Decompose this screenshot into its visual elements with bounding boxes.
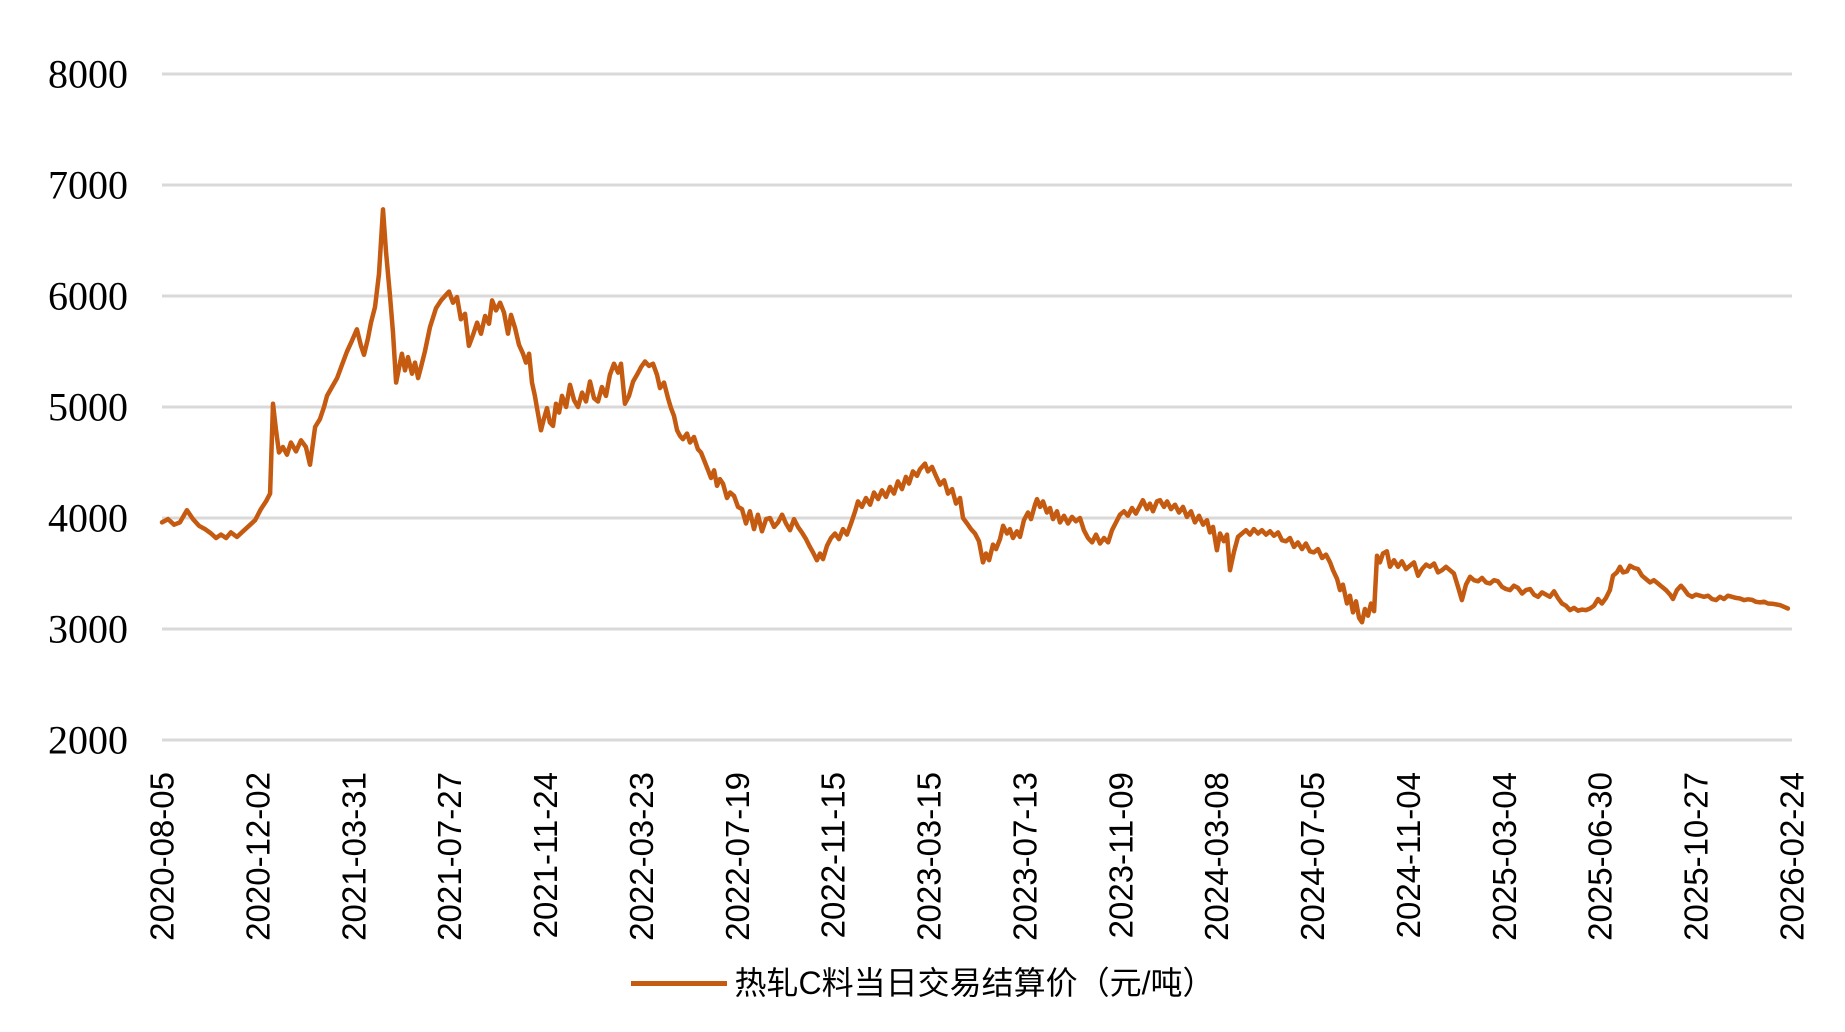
x-tick-label: 2023-07-13 xyxy=(1006,772,1043,941)
x-tick-label: 2020-12-02 xyxy=(239,772,276,941)
x-tick-label: 2025-03-04 xyxy=(1486,772,1523,941)
x-tick-label: 2023-11-09 xyxy=(1102,772,1139,938)
y-tick-label: 7000 xyxy=(48,163,128,208)
legend: 热轧C料当日交易结算价（元/吨） xyxy=(630,965,1215,1001)
x-tick-label: 2024-03-08 xyxy=(1198,772,1235,941)
y-tick-label: 5000 xyxy=(48,385,128,430)
y-tick-label: 6000 xyxy=(48,274,128,319)
x-tick-label: 2020-08-05 xyxy=(144,772,181,941)
x-tick-label: 2022-11-15 xyxy=(815,772,852,938)
gridlines xyxy=(162,72,1792,742)
x-axis-labels: 2020-08-05 2020-12-02 2021-03-31 2021-07-27… xyxy=(144,772,1811,941)
legend-label: 热轧C料当日交易结算价（元/吨） xyxy=(734,965,1215,1001)
x-tick-label: 2025-06-30 xyxy=(1582,772,1619,941)
y-tick-label: 8000 xyxy=(48,52,128,97)
x-tick-label: 2024-11-04 xyxy=(1390,772,1427,938)
y-tick-label: 2000 xyxy=(48,718,128,763)
legend-line-swatch xyxy=(630,981,727,987)
price-line-series xyxy=(159,207,1791,625)
x-tick-label: 2021-07-27 xyxy=(431,772,468,941)
x-tick-label: 2024-07-05 xyxy=(1294,772,1331,941)
x-tick-label: 2022-07-19 xyxy=(719,772,756,941)
y-tick-label: 4000 xyxy=(48,496,128,541)
x-tick-label: 2022-03-23 xyxy=(623,772,660,941)
x-tick-label: 2025-10-27 xyxy=(1678,772,1715,941)
y-tick-label: 3000 xyxy=(48,607,128,652)
x-tick-label: 2026-02-24 xyxy=(1774,772,1811,941)
y-axis-labels: 2000 3000 4000 5000 6000 7000 8000 xyxy=(48,52,128,763)
x-tick-label: 2021-11-24 xyxy=(527,772,564,938)
x-tick-label: 2023-03-15 xyxy=(911,772,948,941)
x-tick-label: 2021-03-31 xyxy=(335,772,372,941)
